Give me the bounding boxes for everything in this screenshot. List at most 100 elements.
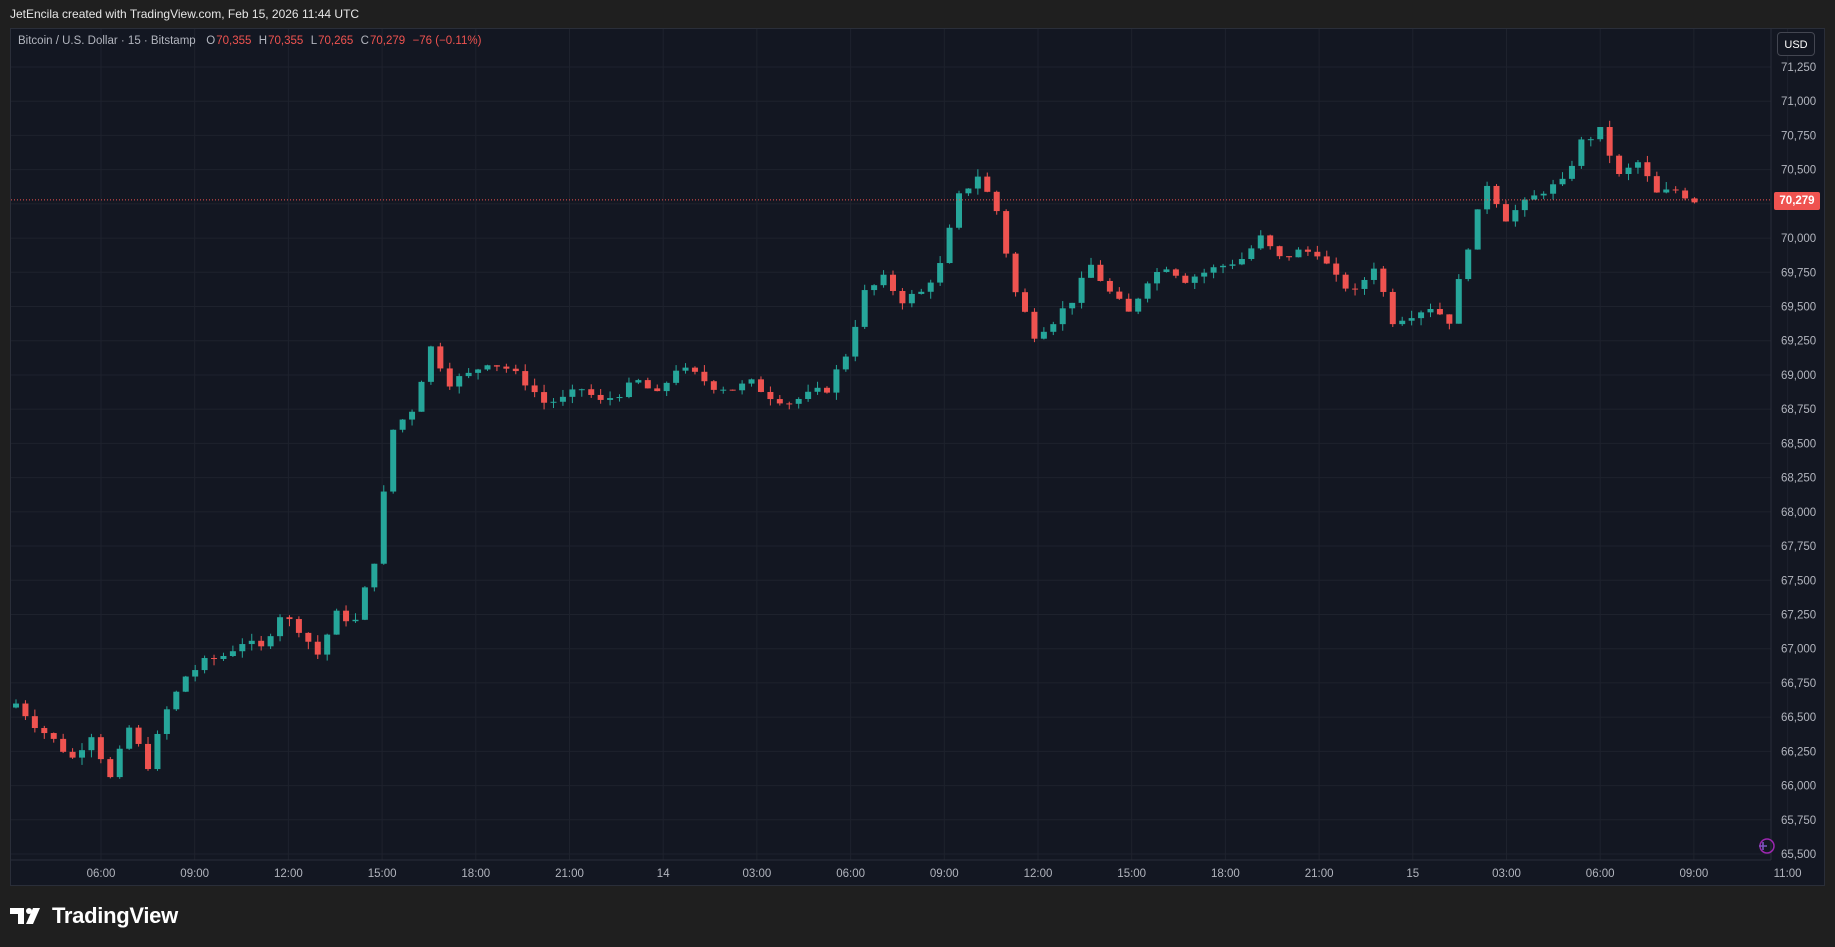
candle-body <box>682 367 689 371</box>
symbol-label[interactable]: Bitcoin / U.S. Dollar · 15 · Bitstamp <box>18 35 196 47</box>
candle-body <box>1559 178 1566 185</box>
price-axis[interactable]: 65,500 65,750 66,000 66,250 66,500 66,750 67,0… <box>1781 62 1816 861</box>
candle-body <box>757 379 764 392</box>
candle <box>1559 172 1566 187</box>
candle <box>1333 257 1340 282</box>
candle <box>333 608 340 635</box>
candle-body <box>126 727 133 749</box>
candle-body <box>475 369 482 373</box>
candle-body <box>1568 165 1575 179</box>
candle <box>927 279 934 299</box>
y-tick-label: 67,000 <box>1781 644 1816 656</box>
candle-body <box>1069 302 1076 309</box>
candle-body <box>1201 272 1208 277</box>
low-label: L <box>310 35 318 47</box>
candle <box>993 190 1000 215</box>
candle <box>814 381 821 395</box>
candle <box>1069 302 1076 315</box>
open-label: O <box>206 35 216 47</box>
candle <box>1408 310 1415 326</box>
x-tick-label: 12:00 <box>274 868 303 880</box>
currency-button[interactable]: USD <box>1777 32 1815 56</box>
candle-body <box>41 728 48 734</box>
candle <box>1578 136 1585 169</box>
candle <box>908 289 915 308</box>
candle <box>1050 321 1057 336</box>
high-label: H <box>258 35 268 47</box>
candle <box>710 379 717 394</box>
candle-body <box>1248 248 1255 259</box>
candle-body <box>1304 249 1311 252</box>
open-value: 70,355 <box>216 35 252 47</box>
candle-body <box>1116 291 1123 299</box>
candle <box>116 745 123 779</box>
candle <box>701 365 708 386</box>
candle-body <box>69 751 76 758</box>
candle-body <box>258 640 265 647</box>
candle-body <box>739 383 746 391</box>
candle <box>569 384 576 404</box>
scroll-to-realtime-icon[interactable] <box>1759 838 1775 854</box>
candle-body <box>1531 195 1538 200</box>
candle <box>541 384 548 410</box>
candle <box>1257 230 1264 250</box>
candle-body <box>880 274 887 286</box>
x-tick-label: 14 <box>657 868 670 880</box>
low-value: 70,265 <box>318 35 354 47</box>
chart-frame[interactable] <box>10 28 1825 886</box>
candle-body <box>79 750 86 758</box>
candle-body <box>1446 314 1453 324</box>
candle-body <box>1210 267 1217 273</box>
candle-body <box>1276 246 1283 257</box>
candle <box>201 655 208 674</box>
candle <box>267 633 274 650</box>
candle <box>69 748 76 759</box>
candle <box>1521 197 1528 217</box>
candle-body <box>1078 277 1085 303</box>
candle-body <box>1267 235 1274 247</box>
candle <box>1191 274 1198 290</box>
candle <box>1484 181 1491 214</box>
candle <box>1682 187 1689 201</box>
grid <box>11 29 1789 860</box>
candle-body <box>1550 184 1557 194</box>
candle <box>465 368 472 379</box>
candle-body <box>1502 204 1509 222</box>
candle-body <box>974 176 981 189</box>
candle-body <box>842 356 849 370</box>
candle <box>1182 273 1189 284</box>
candle <box>842 353 849 372</box>
candle <box>1286 256 1293 261</box>
candle <box>484 364 491 371</box>
time-axis[interactable]: 06:00 09:00 12:00 15:00 18:00 21:00 14 03:00 06:… <box>87 868 1802 880</box>
candle-body <box>1022 292 1029 312</box>
candle-body <box>1257 235 1264 249</box>
candle-body <box>343 610 350 622</box>
tradingview-logo-icon <box>10 908 40 924</box>
tradingview-logo[interactable]: TradingView <box>10 903 178 929</box>
candle-body <box>1059 308 1066 325</box>
candle-body <box>1380 268 1387 292</box>
candle-body <box>522 371 529 386</box>
candle-body <box>145 743 152 770</box>
candle <box>1144 281 1151 303</box>
x-tick-label: 06:00 <box>87 868 116 880</box>
candlestick-chart[interactable]: 65,500 65,750 66,000 66,250 66,500 66,750 67,0… <box>0 0 1835 886</box>
candle-body <box>135 727 142 744</box>
candles <box>13 120 1698 779</box>
candle-body <box>1418 312 1425 319</box>
candle <box>1323 250 1330 265</box>
candle <box>786 401 793 410</box>
y-tick-label: 67,750 <box>1781 541 1816 553</box>
candle <box>1361 277 1368 295</box>
candle-body <box>361 587 368 620</box>
candle <box>229 645 236 658</box>
candle <box>823 386 830 394</box>
x-tick-label: 09:00 <box>1680 868 1709 880</box>
candle-body <box>1370 268 1377 280</box>
candle-body <box>465 372 472 377</box>
candle-body <box>1125 298 1132 312</box>
candle <box>1653 171 1660 193</box>
candle <box>1304 246 1311 256</box>
candle-body <box>107 759 114 778</box>
